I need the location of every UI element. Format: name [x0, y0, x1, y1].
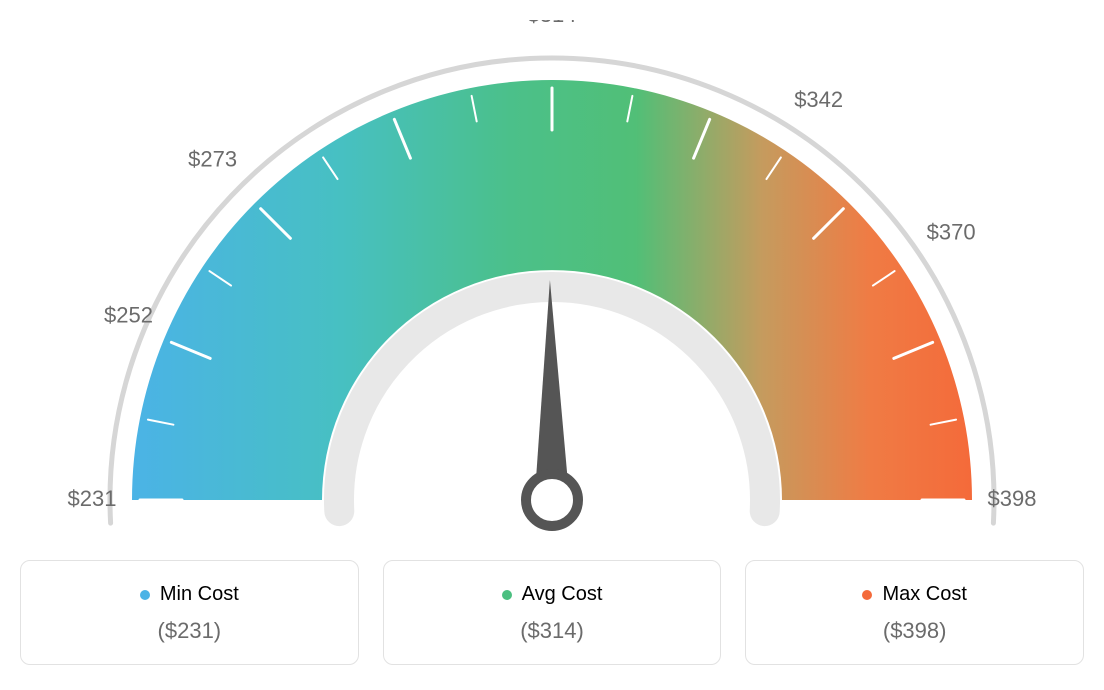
legend-min-value: ($231)	[31, 618, 348, 644]
legend-min-title: Min Cost	[140, 583, 239, 606]
legend-max-label: Max Cost	[882, 583, 966, 606]
legend-min-dot	[140, 590, 150, 600]
legend-avg-dot	[502, 590, 512, 600]
svg-text:$370: $370	[927, 219, 976, 244]
legend-avg-card: Avg Cost ($314)	[383, 560, 722, 665]
svg-text:$231: $231	[68, 486, 117, 511]
legend-avg-title: Avg Cost	[502, 583, 603, 606]
legend-avg-value: ($314)	[394, 618, 711, 644]
legend-min-card: Min Cost ($231)	[20, 560, 359, 665]
svg-text:$273: $273	[188, 147, 237, 172]
svg-text:$314: $314	[528, 20, 577, 27]
legend-max-title: Max Cost	[862, 583, 966, 606]
cost-gauge-chart: $231 $252 $273 $314 $342 $370 $398	[20, 20, 1084, 540]
legend-min-label: Min Cost	[160, 583, 239, 606]
legend-max-card: Max Cost ($398)	[745, 560, 1084, 665]
gauge-svg: $231 $252 $273 $314 $342 $370 $398	[20, 20, 1084, 540]
svg-text:$398: $398	[988, 486, 1037, 511]
legend-max-value: ($398)	[756, 618, 1073, 644]
svg-text:$252: $252	[104, 302, 153, 327]
legend-avg-label: Avg Cost	[522, 583, 603, 606]
legend-row: Min Cost ($231) Avg Cost ($314) Max Cost…	[20, 560, 1084, 665]
svg-text:$342: $342	[794, 87, 843, 112]
legend-max-dot	[862, 590, 872, 600]
